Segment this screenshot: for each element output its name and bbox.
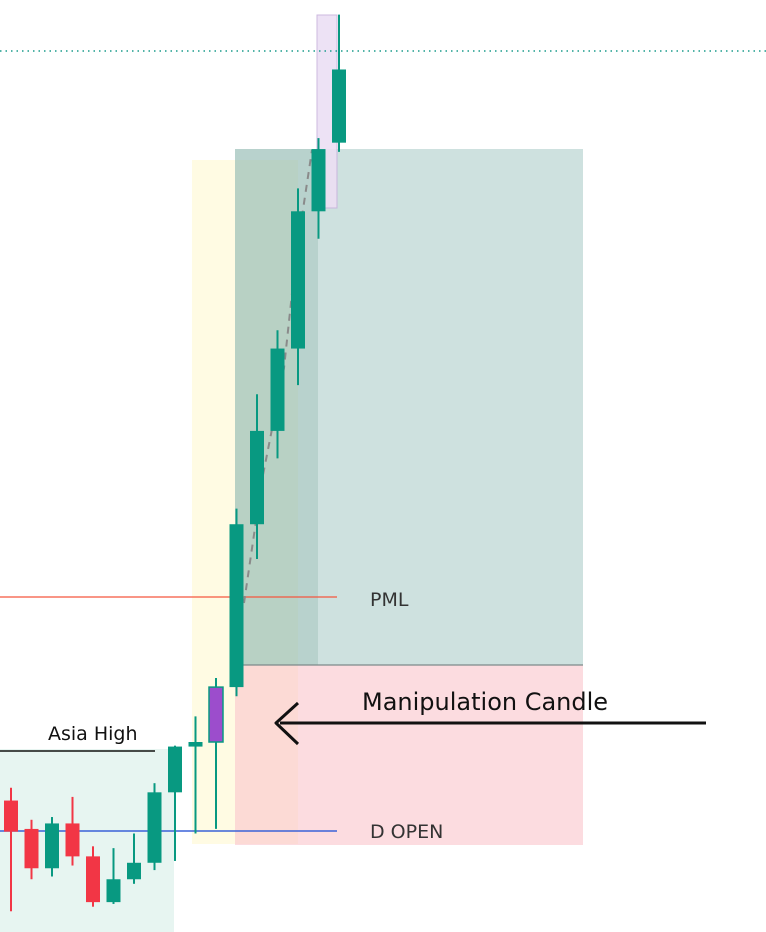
candle-body (86, 856, 100, 903)
pml-label: PML (370, 589, 409, 611)
candle-body (106, 879, 121, 903)
candle-body (147, 792, 162, 863)
candle-body (229, 524, 244, 688)
candle-body (250, 430, 264, 525)
asia-high-label: Asia High (48, 723, 138, 745)
candle-body (45, 823, 59, 869)
manipulation-candle-label: Manipulation Candle (362, 688, 608, 716)
candle-body (24, 828, 39, 869)
risk-zone (235, 665, 583, 845)
candle-body (168, 746, 182, 793)
candle-body (65, 823, 80, 857)
d-open-label: D OPEN (370, 821, 443, 843)
candle-body (311, 149, 326, 212)
candle-body (270, 348, 285, 431)
candles (4, 14, 346, 912)
candle-body (4, 800, 18, 832)
candle-body (208, 686, 224, 743)
candle-body (127, 862, 141, 880)
candle-body (332, 69, 346, 143)
candle-body (291, 211, 305, 349)
arrow-head-icon (274, 701, 300, 746)
candle-body (188, 742, 203, 747)
